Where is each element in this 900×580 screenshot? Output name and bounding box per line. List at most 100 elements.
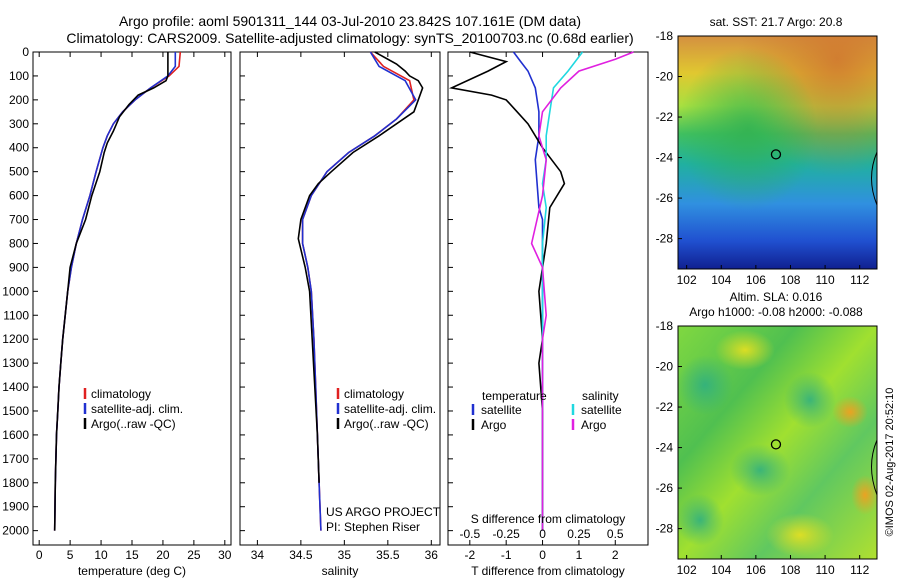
map-x-tick-label: 112 bbox=[850, 273, 869, 287]
map-y-tick-label: -28 bbox=[656, 232, 674, 246]
map-y-tick-label: -20 bbox=[656, 360, 674, 374]
top-tick-label: -0.25 bbox=[493, 527, 521, 541]
x-tick-label: 35.5 bbox=[376, 548, 400, 562]
x-axis-label: temperature (deg C) bbox=[78, 564, 186, 578]
series-line-0 bbox=[53, 51, 182, 531]
argo-location-marker bbox=[770, 439, 782, 450]
x-tick-label: 5 bbox=[67, 548, 74, 562]
x-tick-label: 0 bbox=[36, 548, 43, 562]
y-tick-label: 500 bbox=[9, 165, 29, 179]
map-y-tick-label: -18 bbox=[656, 319, 674, 333]
sla-map-title: Altim. SLA: 0.016 bbox=[730, 290, 823, 304]
x-tick-label: 10 bbox=[94, 548, 108, 562]
top-tick-label: -0.5 bbox=[459, 527, 480, 541]
sla-map-warm-spot bbox=[832, 396, 868, 428]
map-y-tick-label: -24 bbox=[656, 441, 674, 455]
sst-map-green-area bbox=[678, 36, 877, 269]
sla-map-subtitle: Argo h1000: -0.08 h2000: -0.088 bbox=[689, 305, 863, 319]
y-tick-label: 800 bbox=[9, 236, 29, 250]
plot-frame bbox=[32, 51, 232, 546]
sla-map-panel: Altim. SLA: 0.016 Argo h1000: -0.08 h200… bbox=[656, 290, 879, 577]
sla-map-coast bbox=[871, 439, 878, 496]
y-tick-label: 0 bbox=[22, 45, 29, 59]
top-tick-label: 0.25 bbox=[567, 527, 591, 541]
series-line-2 bbox=[541, 51, 584, 531]
x-tick-label: 15 bbox=[125, 548, 139, 562]
sla-map-eddy bbox=[677, 355, 733, 415]
y-tick-label: 1000 bbox=[2, 284, 29, 298]
sla-map-yellow-spot bbox=[766, 513, 834, 557]
salinity-panel: 34 34.5 35 35.5 36 salinity climatologysatelli… bbox=[239, 51, 441, 578]
map-y-tick-label: -26 bbox=[656, 481, 674, 495]
y-tick-label: 1800 bbox=[2, 476, 29, 490]
map-x-tick-label: 104 bbox=[711, 273, 731, 287]
map-y-tick-label: -18 bbox=[656, 29, 674, 43]
x-axis-label: salinity bbox=[322, 564, 359, 578]
legend-label: Argo bbox=[581, 418, 607, 432]
series-line-2 bbox=[297, 51, 424, 483]
sst-map-panel: sat. SST: 21.7 Argo: 20.8 102 104 106 108 11… bbox=[656, 15, 878, 287]
x-tick-label: 2 bbox=[612, 548, 619, 562]
y-tick-label: 900 bbox=[9, 260, 29, 274]
x-tick-label: 30 bbox=[218, 548, 232, 562]
x-tick-label: 20 bbox=[156, 548, 170, 562]
difference-panel: -2 -1 0 1 2 T difference from climatology -0.5… bbox=[447, 51, 649, 578]
temperature-panel: 0 5 10 15 20 25 30 temperature (deg C) 0 100 200 30… bbox=[2, 45, 232, 578]
y-tick-label: 1600 bbox=[2, 428, 29, 442]
argo-location-marker bbox=[770, 149, 782, 160]
map-y-tick-label: -26 bbox=[656, 191, 674, 205]
plot-frame bbox=[447, 51, 649, 546]
y-tick-label: 300 bbox=[9, 117, 29, 131]
y-tick-label: 1700 bbox=[2, 452, 29, 466]
map-x-tick-label: 104 bbox=[711, 563, 731, 577]
x-tick-label: 34 bbox=[251, 548, 265, 562]
legend-label: satellite-adj. clim. bbox=[91, 402, 183, 416]
x-tick-label: 36 bbox=[425, 548, 439, 562]
figure-title-line1: Argo profile: aoml 5901311_144 03-Jul-20… bbox=[119, 13, 581, 29]
series-line-3 bbox=[530, 51, 634, 531]
map-x-tick-label: 110 bbox=[816, 273, 835, 287]
x-tick-label: 34.5 bbox=[289, 548, 313, 562]
x-tick-label: 35 bbox=[338, 548, 352, 562]
sst-map-title: sat. SST: 21.7 Argo: 20.8 bbox=[710, 15, 843, 29]
x-axis-label: T difference from climatology bbox=[471, 564, 625, 578]
series-line-2 bbox=[53, 52, 169, 531]
map-y-tick-label: -22 bbox=[656, 400, 674, 414]
sla-map-yellow-spot bbox=[715, 330, 775, 370]
x-tick-label: -2 bbox=[464, 548, 475, 562]
pi-credit: PI: Stephen Riser bbox=[326, 520, 420, 534]
map-x-tick-label: 108 bbox=[780, 273, 800, 287]
map-y-tick-label: -20 bbox=[656, 70, 674, 84]
top-axis-label: S difference from climatology bbox=[471, 512, 626, 526]
map-x-tick-label: 102 bbox=[677, 273, 697, 287]
y-tick-label: 600 bbox=[9, 189, 29, 203]
y-tick-label: 1200 bbox=[2, 332, 29, 346]
legend-label: Argo bbox=[481, 418, 507, 432]
plot-frame bbox=[239, 51, 441, 546]
legend-label: Argo(..raw -QC) bbox=[344, 417, 429, 431]
y-tick-label: 1500 bbox=[2, 404, 29, 418]
x-tick-label: 1 bbox=[576, 548, 583, 562]
top-tick-label: 0.5 bbox=[607, 527, 624, 541]
map-x-tick-label: 106 bbox=[746, 563, 766, 577]
y-tick-label: 1100 bbox=[3, 308, 29, 322]
y-tick-label: 100 bbox=[9, 69, 29, 83]
x-tick-label: 25 bbox=[187, 548, 201, 562]
sla-map-eddy bbox=[730, 444, 790, 496]
x-tick-label: -1 bbox=[501, 548, 512, 562]
sst-map-coast bbox=[871, 151, 878, 206]
map-x-tick-label: 112 bbox=[850, 563, 869, 577]
y-tick-label: 700 bbox=[9, 213, 29, 227]
map-x-tick-label: 102 bbox=[677, 563, 697, 577]
imos-watermark: ©IMOS 02-Aug-2017 20:52:10 bbox=[884, 388, 896, 537]
top-tick-label: 0 bbox=[539, 527, 546, 541]
y-tick-label: 400 bbox=[9, 141, 29, 155]
y-tick-label: 1900 bbox=[2, 500, 29, 514]
legend-label: Argo(..raw -QC) bbox=[91, 417, 176, 431]
map-frame bbox=[677, 325, 878, 560]
map-y-tick-label: -22 bbox=[656, 110, 674, 124]
sla-map-warm-spot bbox=[851, 475, 879, 515]
figure-title-line2: Climatology: CARS2009. Satellite-adjuste… bbox=[66, 30, 633, 46]
legend-title-temperature: temperature bbox=[482, 389, 547, 403]
